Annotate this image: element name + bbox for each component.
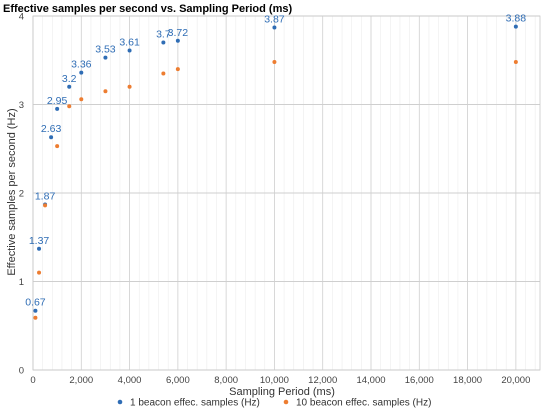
data-point [33, 308, 38, 313]
data-point [161, 71, 166, 76]
x-tick-label: 6,000 [166, 375, 190, 386]
data-point [37, 270, 42, 275]
x-tick-label: 8,000 [214, 375, 238, 386]
y-tick-label: 3 [19, 100, 24, 111]
data-point [175, 38, 180, 43]
data-label: 3.87 [264, 14, 285, 26]
data-label: 1.37 [29, 235, 50, 247]
legend-marker [117, 399, 123, 405]
data-point [513, 24, 518, 29]
chart-title: Effective samples per second vs. Samplin… [3, 3, 292, 15]
series-layer [33, 24, 518, 320]
series-1 [33, 24, 518, 313]
data-point [127, 48, 132, 53]
x-tick-label: 10,000 [260, 375, 289, 386]
data-point [55, 144, 60, 149]
data-labels: 0.671.371.872.632.953.23.363.533.613.73.… [25, 13, 526, 309]
x-tick-label: 0 [30, 375, 35, 386]
y-tick-label: 2 [19, 189, 24, 200]
x-axis-ticks: 0 2,000 4,000 6,000 8,000 10,000 12,000 14,000 1… [30, 375, 530, 386]
data-label: 2.95 [47, 95, 68, 107]
data-label: 3.61 [119, 37, 140, 49]
data-point [175, 67, 180, 72]
x-tick-label: 2,000 [69, 375, 93, 386]
legend-item: 10 beacon effec. samples (Hz) [283, 398, 431, 409]
data-point [161, 40, 166, 45]
data-point [55, 106, 60, 111]
data-point [79, 70, 84, 75]
y-tick-label: 1 [19, 277, 24, 288]
x-tick-label: 18,000 [453, 375, 482, 386]
data-point [272, 25, 277, 30]
x-tick-label: 16,000 [405, 375, 434, 386]
data-point [79, 97, 84, 102]
y-tick-label: 4 [19, 12, 24, 23]
data-point [33, 315, 38, 320]
data-point [103, 89, 108, 94]
data-point [513, 60, 518, 65]
data-point [37, 246, 42, 251]
data-point [67, 104, 72, 109]
data-label: 3.53 [95, 44, 116, 56]
y-axis-ticks: 0 1 2 3 4 [19, 12, 24, 377]
plot-border [32, 15, 541, 371]
data-label: 2.63 [41, 123, 62, 135]
legend-label: 1 beacon effec. samples (Hz) [130, 398, 260, 409]
series-2 [33, 60, 518, 320]
data-label: 3.7 [156, 29, 171, 41]
data-point [103, 55, 108, 60]
data-point [127, 84, 132, 89]
x-tick-label: 20,000 [501, 375, 530, 386]
major-gridlines [32, 15, 541, 371]
data-label: 3.72 [168, 27, 189, 39]
data-point [49, 135, 54, 140]
x-tick-label: 4,000 [118, 375, 142, 386]
data-label: 3.88 [506, 13, 527, 25]
legend-marker [283, 399, 289, 405]
data-label: 0.67 [25, 297, 46, 309]
legend-item: 1 beacon effec. samples (Hz) [117, 398, 260, 409]
legend: 1 beacon effec. samples (Hz) 10 beacon ef… [117, 398, 431, 409]
legend-label: 10 beacon effec. samples (Hz) [296, 398, 431, 409]
x-tick-label: 12,000 [308, 375, 337, 386]
y-tick-label: 0 [19, 366, 24, 377]
data-label: 1.87 [35, 191, 56, 203]
x-tick-label: 14,000 [356, 375, 385, 386]
data-point [43, 203, 48, 208]
data-point [67, 84, 72, 89]
data-label: 3.36 [71, 59, 92, 71]
x-axis-title: Sampling Period (ms) [229, 386, 335, 398]
data-label: 3.2 [62, 73, 77, 85]
data-point [272, 60, 277, 65]
y-axis-title: Effective samples per second (Hz) [6, 108, 18, 275]
